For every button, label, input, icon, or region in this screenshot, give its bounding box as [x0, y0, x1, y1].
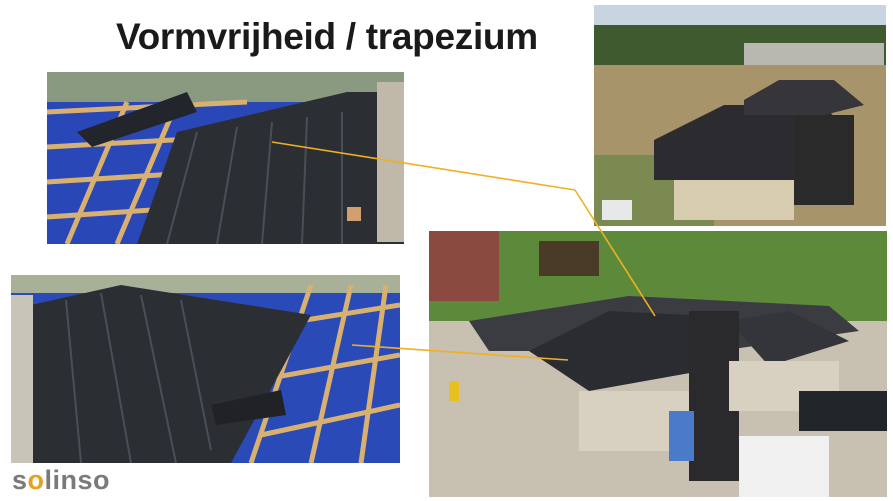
photo-roof-panels-closeup — [47, 72, 404, 244]
logo-prefix: s — [12, 465, 28, 495]
photo-trapezium-panels — [11, 275, 400, 463]
slide-title: Vormvrijheid / trapezium — [116, 16, 538, 57]
solinso-logo: solinso — [12, 465, 110, 496]
photo-house-dark-roof — [594, 5, 886, 226]
logo-suffix: linso — [44, 465, 111, 495]
photo-house-aerial — [429, 231, 887, 497]
logo-accent: o — [27, 465, 45, 495]
